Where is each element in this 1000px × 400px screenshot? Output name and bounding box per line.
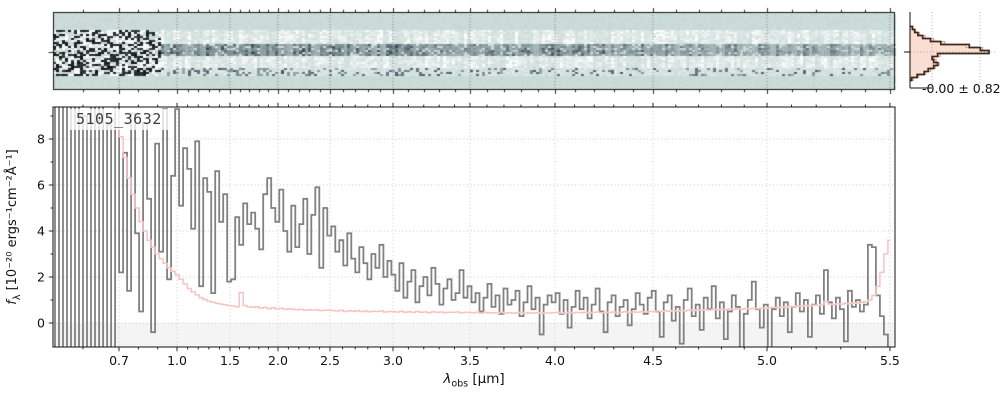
hist-spines bbox=[904, 12, 932, 89]
x-tick-label: 2.0 bbox=[268, 353, 288, 368]
residual-histogram-panel bbox=[904, 12, 997, 89]
y-axis-title: fλ [10⁻²⁰ ergs⁻¹cm⁻²Å⁻¹] bbox=[5, 149, 23, 305]
flux-spectrum-line bbox=[54, 107, 889, 347]
x-tick-label: 5.0 bbox=[757, 353, 777, 368]
tick-labels: 0.7 1.0 1.5 2.0 2.5 3.0 3.5 4.0 4.5 5.0 5.5 0 2 4 6 8 bbox=[37, 131, 900, 368]
x-tick-label: 1.0 bbox=[167, 353, 187, 368]
hist-gridlines bbox=[904, 12, 997, 88]
lambda-symbol: λ bbox=[443, 371, 452, 387]
x-tick-label: 3.5 bbox=[460, 353, 480, 368]
below-zero-band bbox=[53, 323, 895, 347]
spectrum-2d-image bbox=[48, 5, 900, 97]
x-tick-label: 3.0 bbox=[383, 353, 403, 368]
y-tick-label: 0 bbox=[37, 315, 45, 330]
y-tick-label: 2 bbox=[37, 269, 45, 284]
flux-symbol: f bbox=[5, 300, 21, 305]
error-spectrum-line bbox=[114, 107, 890, 315]
y-tick-label: 4 bbox=[37, 223, 45, 238]
x-tick-label: 1.5 bbox=[220, 353, 240, 368]
y-tick-label: 6 bbox=[37, 177, 45, 192]
x-axis-title: λobs [μm] bbox=[443, 371, 505, 390]
residual-histogram-outline bbox=[910, 25, 990, 82]
x-tick-label: 4.5 bbox=[643, 353, 663, 368]
residual-stats-label: -0.00 ± 0.82 bbox=[922, 81, 1000, 96]
spectrum-1d-panel: 0.7 1.0 1.5 2.0 2.5 3.0 3.5 4.0 4.5 5.0 5.5 0 2 4 6 8 bbox=[37, 102, 900, 368]
source-id-label: 5105_3632 bbox=[70, 109, 168, 130]
x-tick-label: 0.7 bbox=[109, 353, 129, 368]
plot-border bbox=[52, 106, 896, 348]
x-tick-label: 4.0 bbox=[545, 353, 565, 368]
x-tick-label: 2.5 bbox=[320, 353, 340, 368]
x-tick-label: 5.5 bbox=[880, 353, 900, 368]
y-tick-label: 8 bbox=[37, 131, 45, 146]
spectrum-series bbox=[54, 107, 890, 347]
gridlines bbox=[53, 107, 895, 347]
